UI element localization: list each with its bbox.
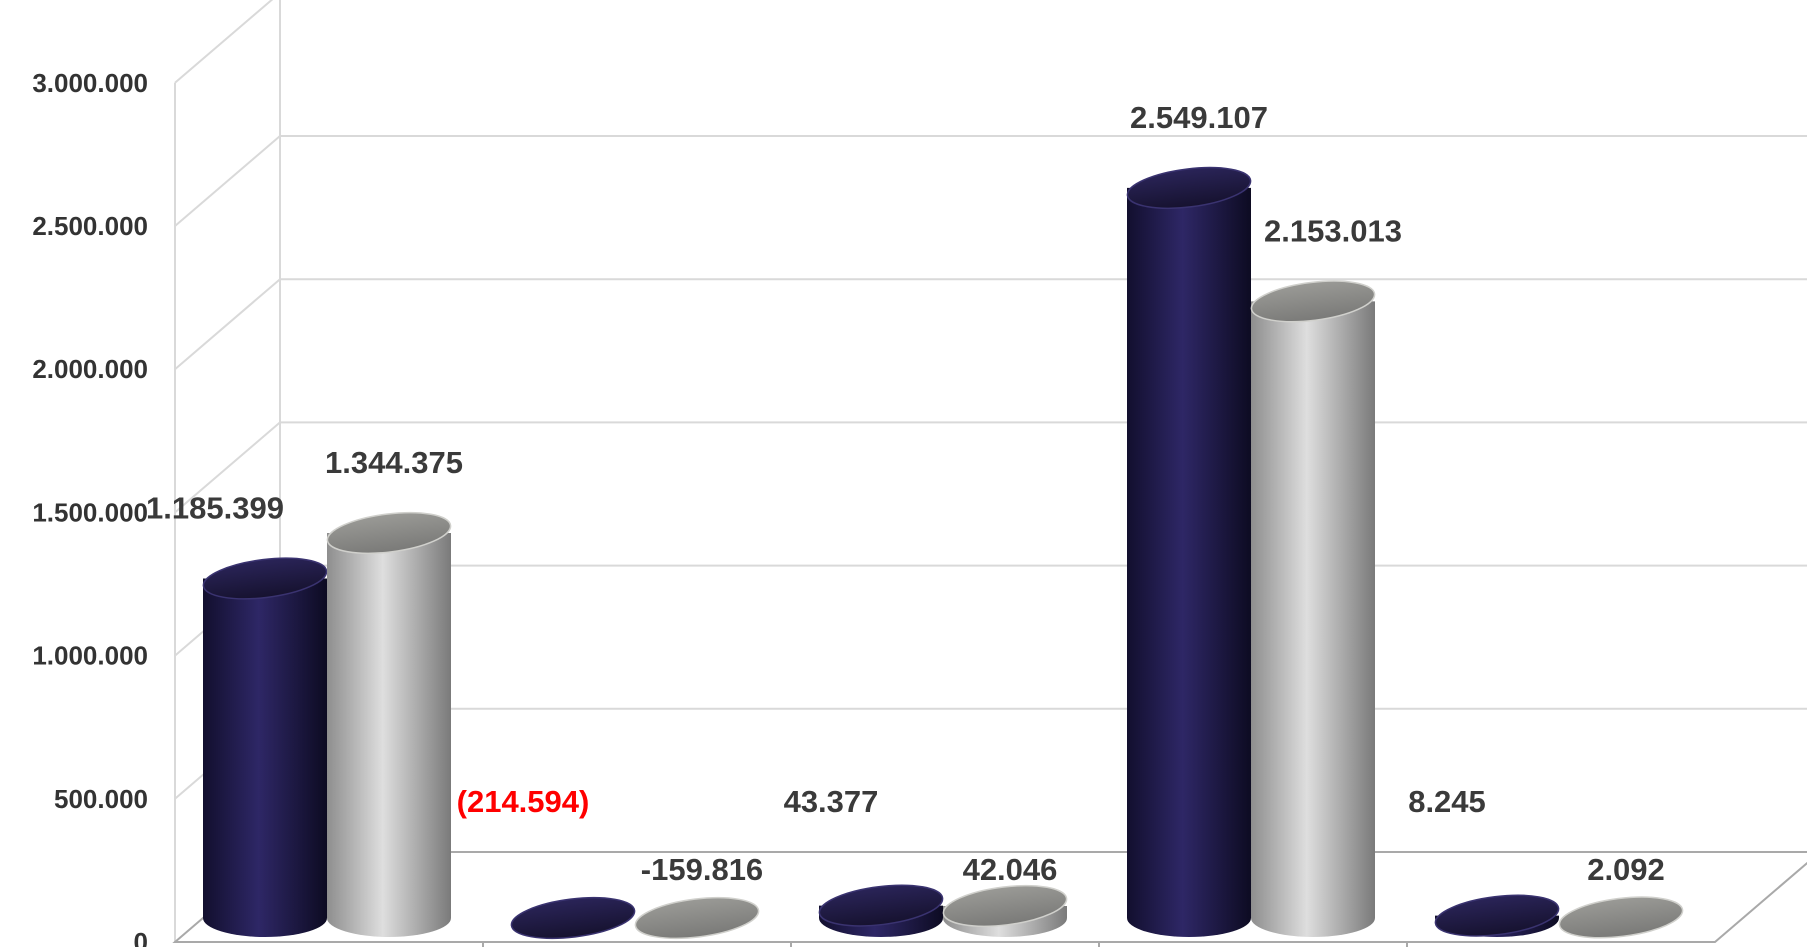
bar-top bbox=[634, 896, 760, 940]
data-label: 1.185.399 bbox=[146, 491, 284, 526]
data-label: 2.092 bbox=[1587, 852, 1665, 887]
bar-body bbox=[1127, 187, 1251, 937]
bar-series-1-category-3 bbox=[818, 884, 944, 937]
data-label: -159.816 bbox=[641, 852, 763, 887]
bar-series-2-category-1 bbox=[326, 511, 452, 937]
y-tick-label: 1.500.000 bbox=[32, 497, 148, 527]
y-tick-label: 2.500.000 bbox=[32, 211, 148, 241]
data-label: 42.046 bbox=[963, 852, 1058, 887]
bar-series-1-category-1 bbox=[202, 557, 328, 937]
bar-series-2-category-3 bbox=[942, 884, 1068, 937]
bar-top bbox=[1250, 280, 1376, 323]
bar-top bbox=[510, 896, 636, 940]
bar-top bbox=[1434, 894, 1560, 937]
y-tick-label: 1.000.000 bbox=[32, 641, 148, 671]
bar-series-2-category-5 bbox=[1558, 896, 1684, 939]
bar-series-2-category-4 bbox=[1250, 280, 1376, 937]
bar-top bbox=[202, 557, 328, 600]
data-label: 2.153.013 bbox=[1264, 213, 1402, 248]
gridline-side bbox=[174, 421, 281, 514]
bar-top bbox=[942, 884, 1068, 928]
bar-top bbox=[1558, 896, 1684, 939]
y-tick-label: 2.000.000 bbox=[32, 354, 148, 384]
data-label: 8.245 bbox=[1408, 784, 1486, 819]
data-label: (214.594) bbox=[457, 784, 590, 819]
bar-top bbox=[326, 511, 452, 555]
bar-series-1-category-2 bbox=[510, 896, 636, 940]
bar-series-1-category-5 bbox=[1434, 894, 1560, 937]
y-tick-label: 0 bbox=[134, 927, 148, 947]
data-label: 1.344.375 bbox=[325, 445, 463, 480]
bar-series-2-category-2 bbox=[634, 896, 760, 940]
bar-body bbox=[1251, 301, 1375, 937]
y-tick-label: 3.000.000 bbox=[32, 68, 148, 98]
gridline-side bbox=[174, 278, 281, 370]
y-axis-ticks: 0 500.000 1.000.000 1.500.000 2.000.000 2.500… bbox=[32, 68, 148, 947]
bar-body bbox=[203, 578, 327, 937]
data-label: 43.377 bbox=[784, 784, 879, 819]
bar-series-1-category-4 bbox=[1126, 166, 1252, 937]
gridline-side bbox=[174, 0, 274, 84]
y-tick-label: 500.000 bbox=[54, 784, 148, 814]
data-label: 2.549.107 bbox=[1130, 100, 1268, 135]
chart-bars bbox=[202, 166, 1684, 940]
bar-top bbox=[818, 884, 944, 927]
bar-top bbox=[1126, 166, 1252, 210]
gridline-side bbox=[174, 135, 281, 227]
data-labels: 1.185.399 (214.594) 43.377 2.549.107 8.245 1.… bbox=[146, 100, 1665, 887]
bar-body bbox=[327, 532, 451, 937]
